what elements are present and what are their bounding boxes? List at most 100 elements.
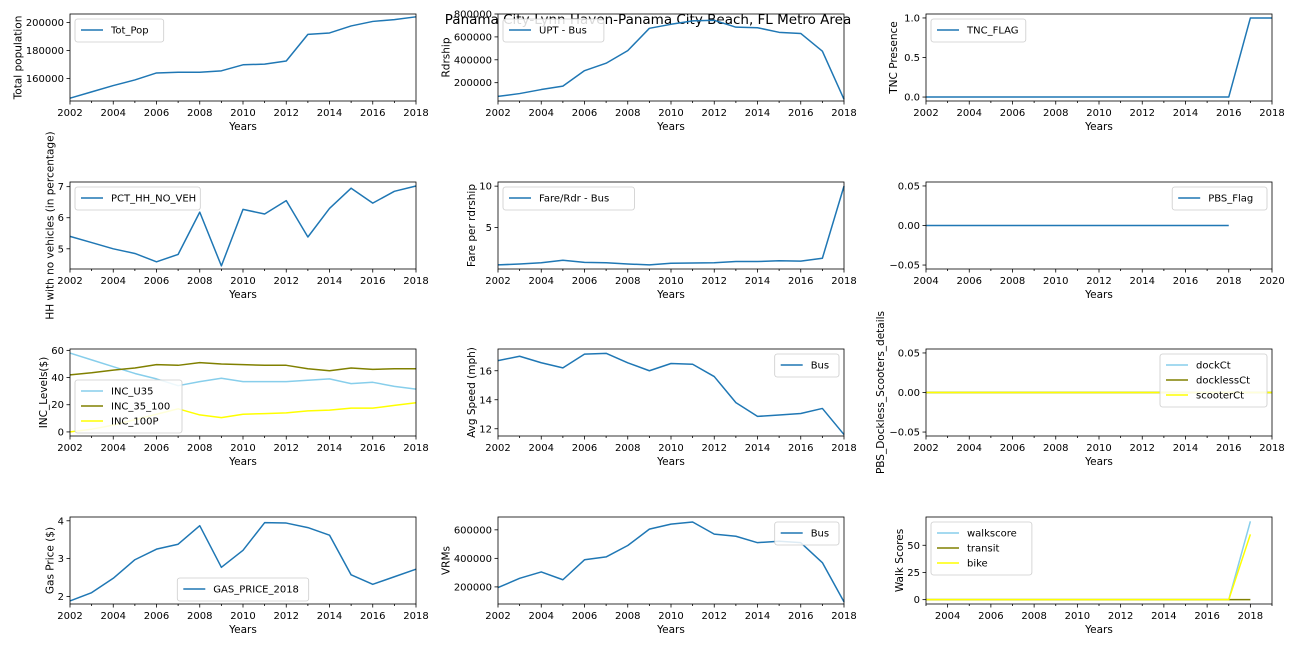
y-tick-label: 5	[486, 223, 492, 234]
x-tick-label: 2018	[1238, 611, 1263, 622]
legend-entry: scooterCt	[1196, 391, 1244, 402]
x-tick-label: 2010	[230, 108, 255, 119]
x-tick-label: 2004	[957, 108, 982, 119]
x-tick-label: 2008	[615, 443, 640, 454]
x-tick-label: 2014	[745, 611, 770, 622]
x-tick-label: 2008	[1021, 611, 1046, 622]
legend-entry: Bus	[811, 529, 829, 540]
legend-box	[930, 18, 1027, 43]
x-tick-label: 2014	[745, 443, 770, 454]
x-tick-label: 2016	[1216, 108, 1241, 119]
x-axis: 2002 2004 2006 2008 2010 2012 2014 2016 2018 Year…	[485, 269, 857, 301]
y-tick-label: 600000	[454, 32, 492, 43]
x-tick-label: 2020	[1259, 276, 1284, 287]
series-line	[69, 521, 417, 602]
x-tick-label: 2012	[702, 611, 727, 622]
series-lines	[69, 16, 417, 99]
y-tick-label: 0.5	[904, 53, 920, 64]
chart-upt-bus: 2002 2004 2006 2008 2010 2012 2014 2016 2018 Year…	[441, 10, 857, 134]
legend-entry: Bus	[811, 361, 829, 372]
x-axis: 2002 2004 2006 2008 2010 2012 2014 2016 2018 Year…	[57, 101, 429, 133]
x-tick-label: 2018	[403, 611, 428, 622]
x-axis-label: Years	[228, 456, 257, 468]
legend-entry: GAS_PRICE_2018	[213, 585, 299, 596]
x-axis-label: Years	[656, 121, 685, 133]
y-axis-label: HH with no vehicles (in percentage)	[45, 131, 57, 319]
x-tick-label: 2016	[360, 108, 385, 119]
x-tick-label: 2018	[403, 443, 428, 454]
y-axis-label: Walk Scores	[894, 529, 906, 592]
x-axis-label: Years	[656, 456, 685, 468]
legend: Bus	[774, 353, 840, 378]
y-axis-label: Avg Speed (mph)	[466, 347, 478, 438]
x-tick-label: 2012	[274, 611, 299, 622]
x-tick-label: 2014	[317, 443, 342, 454]
x-tick-label: 2002	[485, 276, 510, 287]
x-tick-label: 2014	[1173, 108, 1198, 119]
y-axis: −0.05 0.00 0.05 PBS_Dockless_Scooters_detai…	[875, 311, 926, 474]
x-tick-label: 2018	[831, 276, 856, 287]
y-tick-label: −0.05	[889, 428, 920, 439]
x-tick-label: 2006	[1000, 108, 1025, 119]
x-tick-label: 2006	[978, 611, 1003, 622]
series-line	[497, 185, 845, 266]
x-tick-label: 2004	[101, 108, 126, 119]
x-axis: 2002 2004 2006 2008 2010 2012 2014 2016 2018 Year…	[485, 101, 857, 133]
y-tick-label: 1.0	[904, 13, 920, 24]
x-tick-label: 2016	[788, 443, 813, 454]
x-tick-label: 2002	[913, 108, 938, 119]
x-tick-label: 2008	[187, 443, 212, 454]
y-axis-label: Fare per rdrship	[466, 184, 478, 267]
x-axis: 2002 2004 2006 2008 2010 2012 2014 2016 2018 Year…	[57, 436, 429, 468]
x-tick-label: 2008	[187, 276, 212, 287]
chart-tot-pop: 2002 2004 2006 2008 2010 2012 2014 2016 2018 Year…	[13, 13, 429, 133]
x-tick-label: 2004	[935, 611, 960, 622]
chart-pct-hh-no-veh: 2002 2004 2006 2008 2010 2012 2014 2016 2018 Year…	[45, 131, 429, 319]
x-tick-label: 2008	[615, 276, 640, 287]
legend-entry: INC_100P	[111, 417, 159, 428]
legend-box	[74, 379, 183, 434]
series-lines	[69, 521, 417, 602]
x-tick-label: 2006	[144, 276, 169, 287]
series-lines	[926, 521, 1252, 601]
legend: TNC_FLAG	[930, 18, 1027, 43]
series-lines	[497, 19, 845, 100]
legend-box	[176, 577, 310, 602]
y-axis-label: Rdrship	[441, 37, 453, 77]
x-tick-label: 2016	[1173, 276, 1198, 287]
x-tick-label: 2012	[702, 108, 727, 119]
x-tick-label: 2008	[187, 611, 212, 622]
legend-entry: INC_U35	[111, 387, 153, 398]
x-axis-label: Years	[1084, 289, 1113, 301]
x-tick-label: 2006	[957, 276, 982, 287]
legend: walkscore transit bike	[930, 521, 1033, 576]
series-line	[926, 17, 1272, 98]
x-tick-label: 2002	[913, 443, 938, 454]
y-tick-label: 7	[58, 182, 64, 193]
y-tick-label: 40	[51, 373, 64, 384]
series-line	[69, 185, 417, 267]
x-tick-label: 2004	[913, 276, 938, 287]
x-tick-label: 2016	[1216, 443, 1241, 454]
x-tick-label: 2014	[745, 108, 770, 119]
y-tick-label: 12	[479, 424, 492, 435]
legend-entry: walkscore	[967, 529, 1017, 540]
legend-entry: docklessCt	[1196, 376, 1250, 387]
y-axis-label: Total population	[13, 16, 25, 101]
x-tick-label: 2012	[1130, 108, 1155, 119]
y-tick-label: 5	[58, 244, 64, 255]
x-tick-label: 2014	[745, 276, 770, 287]
x-axis-label: Years	[1084, 121, 1113, 133]
x-tick-label: 2010	[658, 611, 683, 622]
x-axis: 2004 2006 2008 2010 2012 2014 2016 2018 Years	[925, 604, 1273, 636]
legend-box	[930, 521, 1033, 576]
series-line	[497, 352, 845, 436]
x-axis-label: Years	[656, 624, 685, 636]
x-tick-label: 2014	[317, 611, 342, 622]
x-tick-label: 2010	[1065, 611, 1090, 622]
legend-box	[1171, 186, 1268, 211]
x-tick-label: 2004	[957, 443, 982, 454]
y-axis-label: INC_Levels($)	[38, 357, 50, 429]
